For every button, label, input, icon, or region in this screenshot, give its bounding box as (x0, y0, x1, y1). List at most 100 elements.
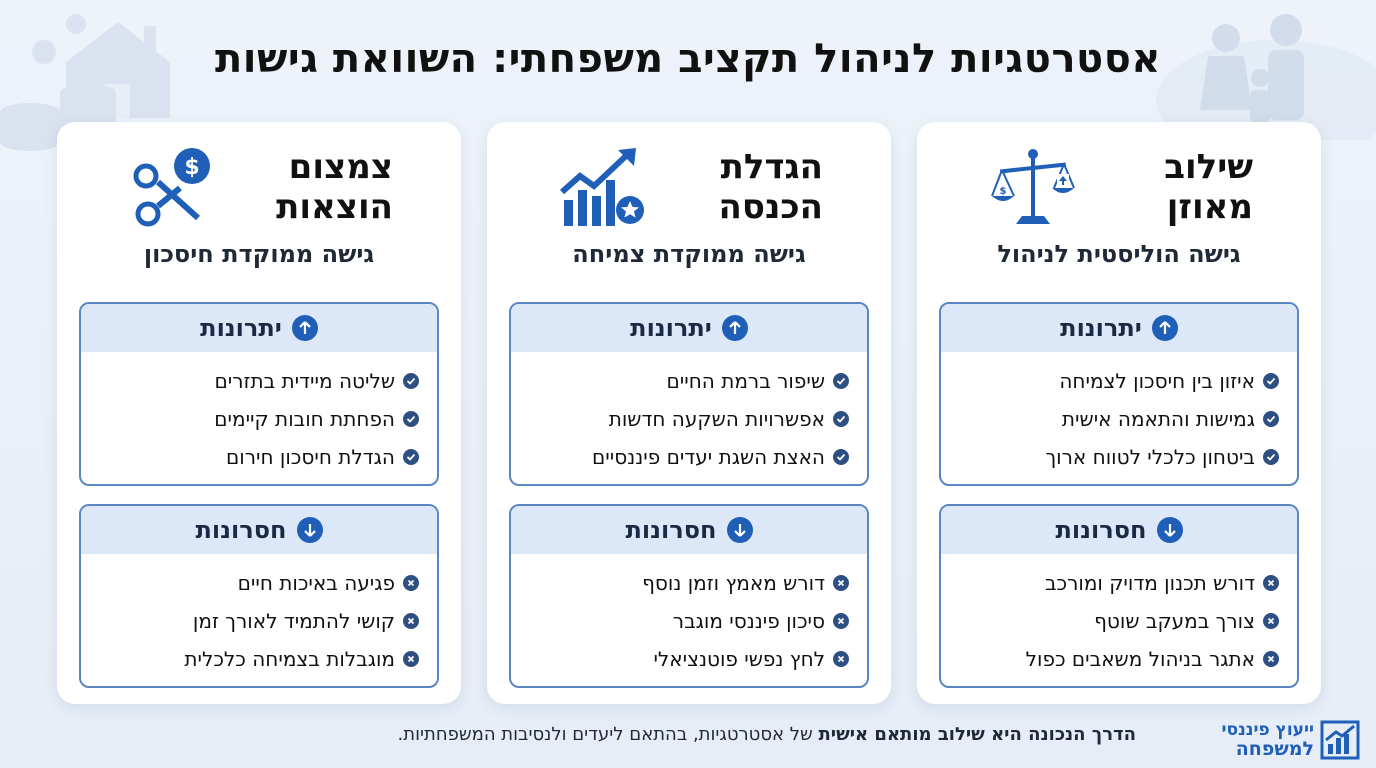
check-icon (403, 449, 419, 465)
card-title-line2: הכנסה (718, 187, 824, 227)
svg-text:$: $ (184, 155, 199, 180)
cons-box: חסרונות פגיעה באיכות חיים קושי להתמיד לא… (79, 504, 439, 688)
check-icon (1263, 449, 1279, 465)
x-icon (403, 613, 419, 629)
check-icon (1263, 411, 1279, 427)
cons-header: חסרונות (81, 506, 437, 554)
list-item: הפחתת חובות קיימים (95, 400, 419, 438)
list-item-text: סיכון פיננסי מוגבר (672, 609, 825, 633)
list-item: האצת השגת יעדים פיננסיים (525, 438, 849, 476)
cons-list: דורש תכנון מדויק ומורכב צורך במעקב שוטף … (941, 554, 1297, 686)
list-item: איזון בין חיסכון לצמיחה (955, 362, 1279, 400)
list-item: פגיעה באיכות חיים (95, 564, 419, 602)
card-title-line1: שילוב (1164, 147, 1253, 187)
x-icon (833, 613, 849, 629)
pros-label: יתרונות (630, 314, 712, 342)
check-icon (403, 411, 419, 427)
list-item-text: מוגבלות בצמיחה כלכלית (184, 647, 395, 671)
list-item: לחץ נפשי פוטנציאלי (525, 640, 849, 678)
list-item: אתגר בניהול משאבים כפול (955, 640, 1279, 678)
pros-box: יתרונות איזון בין חיסכון לצמיחה גמישות ו… (939, 302, 1299, 486)
card-title-line1: צמצום (288, 147, 393, 187)
card-header: הגדלת הכנסה (509, 122, 869, 234)
list-item: צורך במעקב שוטף (955, 602, 1279, 640)
arrow-down-icon (726, 517, 753, 543)
pros-list: איזון בין חיסכון לצמיחה גמישות והתאמה אי… (941, 352, 1297, 484)
x-icon (1263, 613, 1279, 629)
list-item: שליטה מיידית בתזרים (95, 362, 419, 400)
card-title-line1: הגדלת (720, 147, 823, 187)
pros-label: יתרונות (1060, 314, 1142, 342)
card-title: הגדלת הכנסה (673, 147, 824, 227)
cons-label: חסרונות (1055, 516, 1147, 544)
list-item: ביטחון כלכלי לטווח ארוך (955, 438, 1279, 476)
pros-header: יתרונות (511, 304, 867, 352)
cons-box: חסרונות דורש מאמץ וזמן נוסף סיכון פיננסי… (509, 504, 869, 688)
list-item-text: צורך במעקב שוטף (1094, 609, 1255, 633)
check-icon (1263, 373, 1279, 389)
list-item-text: איזון בין חיסכון לצמיחה (1059, 369, 1255, 393)
pros-label: יתרונות (200, 314, 282, 342)
footer-bold: הדרך הנכונה היא שילוב מותאם אישית (818, 724, 1137, 745)
pros-header: יתרונות (941, 304, 1297, 352)
x-icon (833, 575, 849, 591)
list-item: הגדלת חיסכון חירום (95, 438, 419, 476)
list-item: שיפור ברמת החיים (525, 362, 849, 400)
card-subtitle: גישה ממוקדת חיסכון (143, 240, 375, 268)
arrow-up-icon (721, 315, 748, 341)
list-item-text: ביטחון כלכלי לטווח ארוך (1045, 445, 1255, 469)
card-subtitle: גישה ממוקדת צמיחה (572, 240, 806, 268)
x-icon (833, 651, 849, 667)
page-title: אסטרטגיות לניהול תקציב משפחתי: השוואת גי… (214, 36, 1162, 82)
pros-box: יתרונות שיפור ברמת החיים אפשרויות השקעה … (509, 302, 869, 486)
pros-header: יתרונות (81, 304, 437, 352)
footer-note: הדרך הנכונה היא שילוב מותאם אישית של אסט… (236, 724, 1136, 745)
pros-box: יתרונות שליטה מיידית בתזרים הפחתת חובות … (79, 302, 439, 486)
list-item-text: גמישות והתאמה אישית (1061, 407, 1255, 431)
pros-list: שליטה מיידית בתזרים הפחתת חובות קיימים ה… (81, 352, 437, 484)
list-item-text: הגדלת חיסכון חירום (226, 445, 395, 469)
card-title-line2: הוצאות (276, 187, 393, 227)
list-item-text: האצת השגת יעדים פיננסיים (592, 445, 825, 469)
list-item-text: הפחתת חובות קיימים (214, 407, 395, 431)
arrow-up-icon (1151, 315, 1178, 341)
list-item: דורש מאמץ וזמן נוסף (525, 564, 849, 602)
cons-box: חסרונות דורש תכנון מדויק ומורכב צורך במע… (939, 504, 1299, 688)
check-icon (833, 373, 849, 389)
cons-header: חסרונות (511, 506, 867, 554)
list-item-text: אתגר בניהול משאבים כפול (1025, 647, 1255, 671)
list-item-text: שיפור ברמת החיים (666, 369, 825, 393)
list-item: סיכון פיננסי מוגבר (525, 602, 849, 640)
strategy-card-income: הגדלת הכנסה גישה ממוקדת צמיחה (487, 122, 891, 704)
card-title: צמצום הוצאות (243, 147, 393, 227)
list-item: גמישות והתאמה אישית (955, 400, 1279, 438)
card-title-line2: מאוזן (1166, 187, 1253, 227)
cons-label: חסרונות (195, 516, 287, 544)
card-header: צמצום הוצאות $ (79, 122, 439, 234)
list-item: דורש תכנון מדויק ומורכב (955, 564, 1279, 602)
arrow-down-icon (1156, 517, 1183, 543)
growth-chart-icon (555, 139, 651, 235)
check-icon (403, 373, 419, 389)
logo-line1: ייעוץ פיננסי (1221, 720, 1314, 740)
list-item-text: אפשרויות השקעה חדשות (608, 407, 825, 431)
list-item-text: דורש תכנון מדויק ומורכב (1044, 571, 1255, 595)
footer-rest: של אסטרטגיות, בהתאם ליעדים ולנסיבות המשפ… (397, 724, 819, 745)
card-title: שילוב מאוזן (1103, 147, 1253, 227)
list-item-text: דורש מאמץ וזמן נוסף (642, 571, 825, 595)
svg-text:$: $ (1000, 186, 1007, 197)
logo-line2: למשפחה (1235, 738, 1314, 760)
cons-list: דורש מאמץ וזמן נוסף סיכון פיננסי מוגבר ל… (511, 554, 867, 686)
family-decoration-icon (1156, 14, 1376, 140)
list-item-text: לחץ נפשי פוטנציאלי (653, 647, 825, 671)
x-icon (1263, 651, 1279, 667)
strategy-card-expenses: צמצום הוצאות $ גישה ממוקדת חיסכון יתרונו… (57, 122, 461, 704)
x-icon (403, 575, 419, 591)
check-icon (833, 449, 849, 465)
strategy-cards: שילוב מאוזן $ גישה הוליסטית לניהול (55, 122, 1321, 704)
card-subtitle: גישה הוליסטית לניהול (997, 240, 1241, 268)
card-header: שילוב מאוזן $ (939, 122, 1299, 234)
scissors-dollar-icon: $ (125, 139, 221, 235)
pros-list: שיפור ברמת החיים אפשרויות השקעה חדשות הא… (511, 352, 867, 484)
list-item: מוגבלות בצמיחה כלכלית (95, 640, 419, 678)
